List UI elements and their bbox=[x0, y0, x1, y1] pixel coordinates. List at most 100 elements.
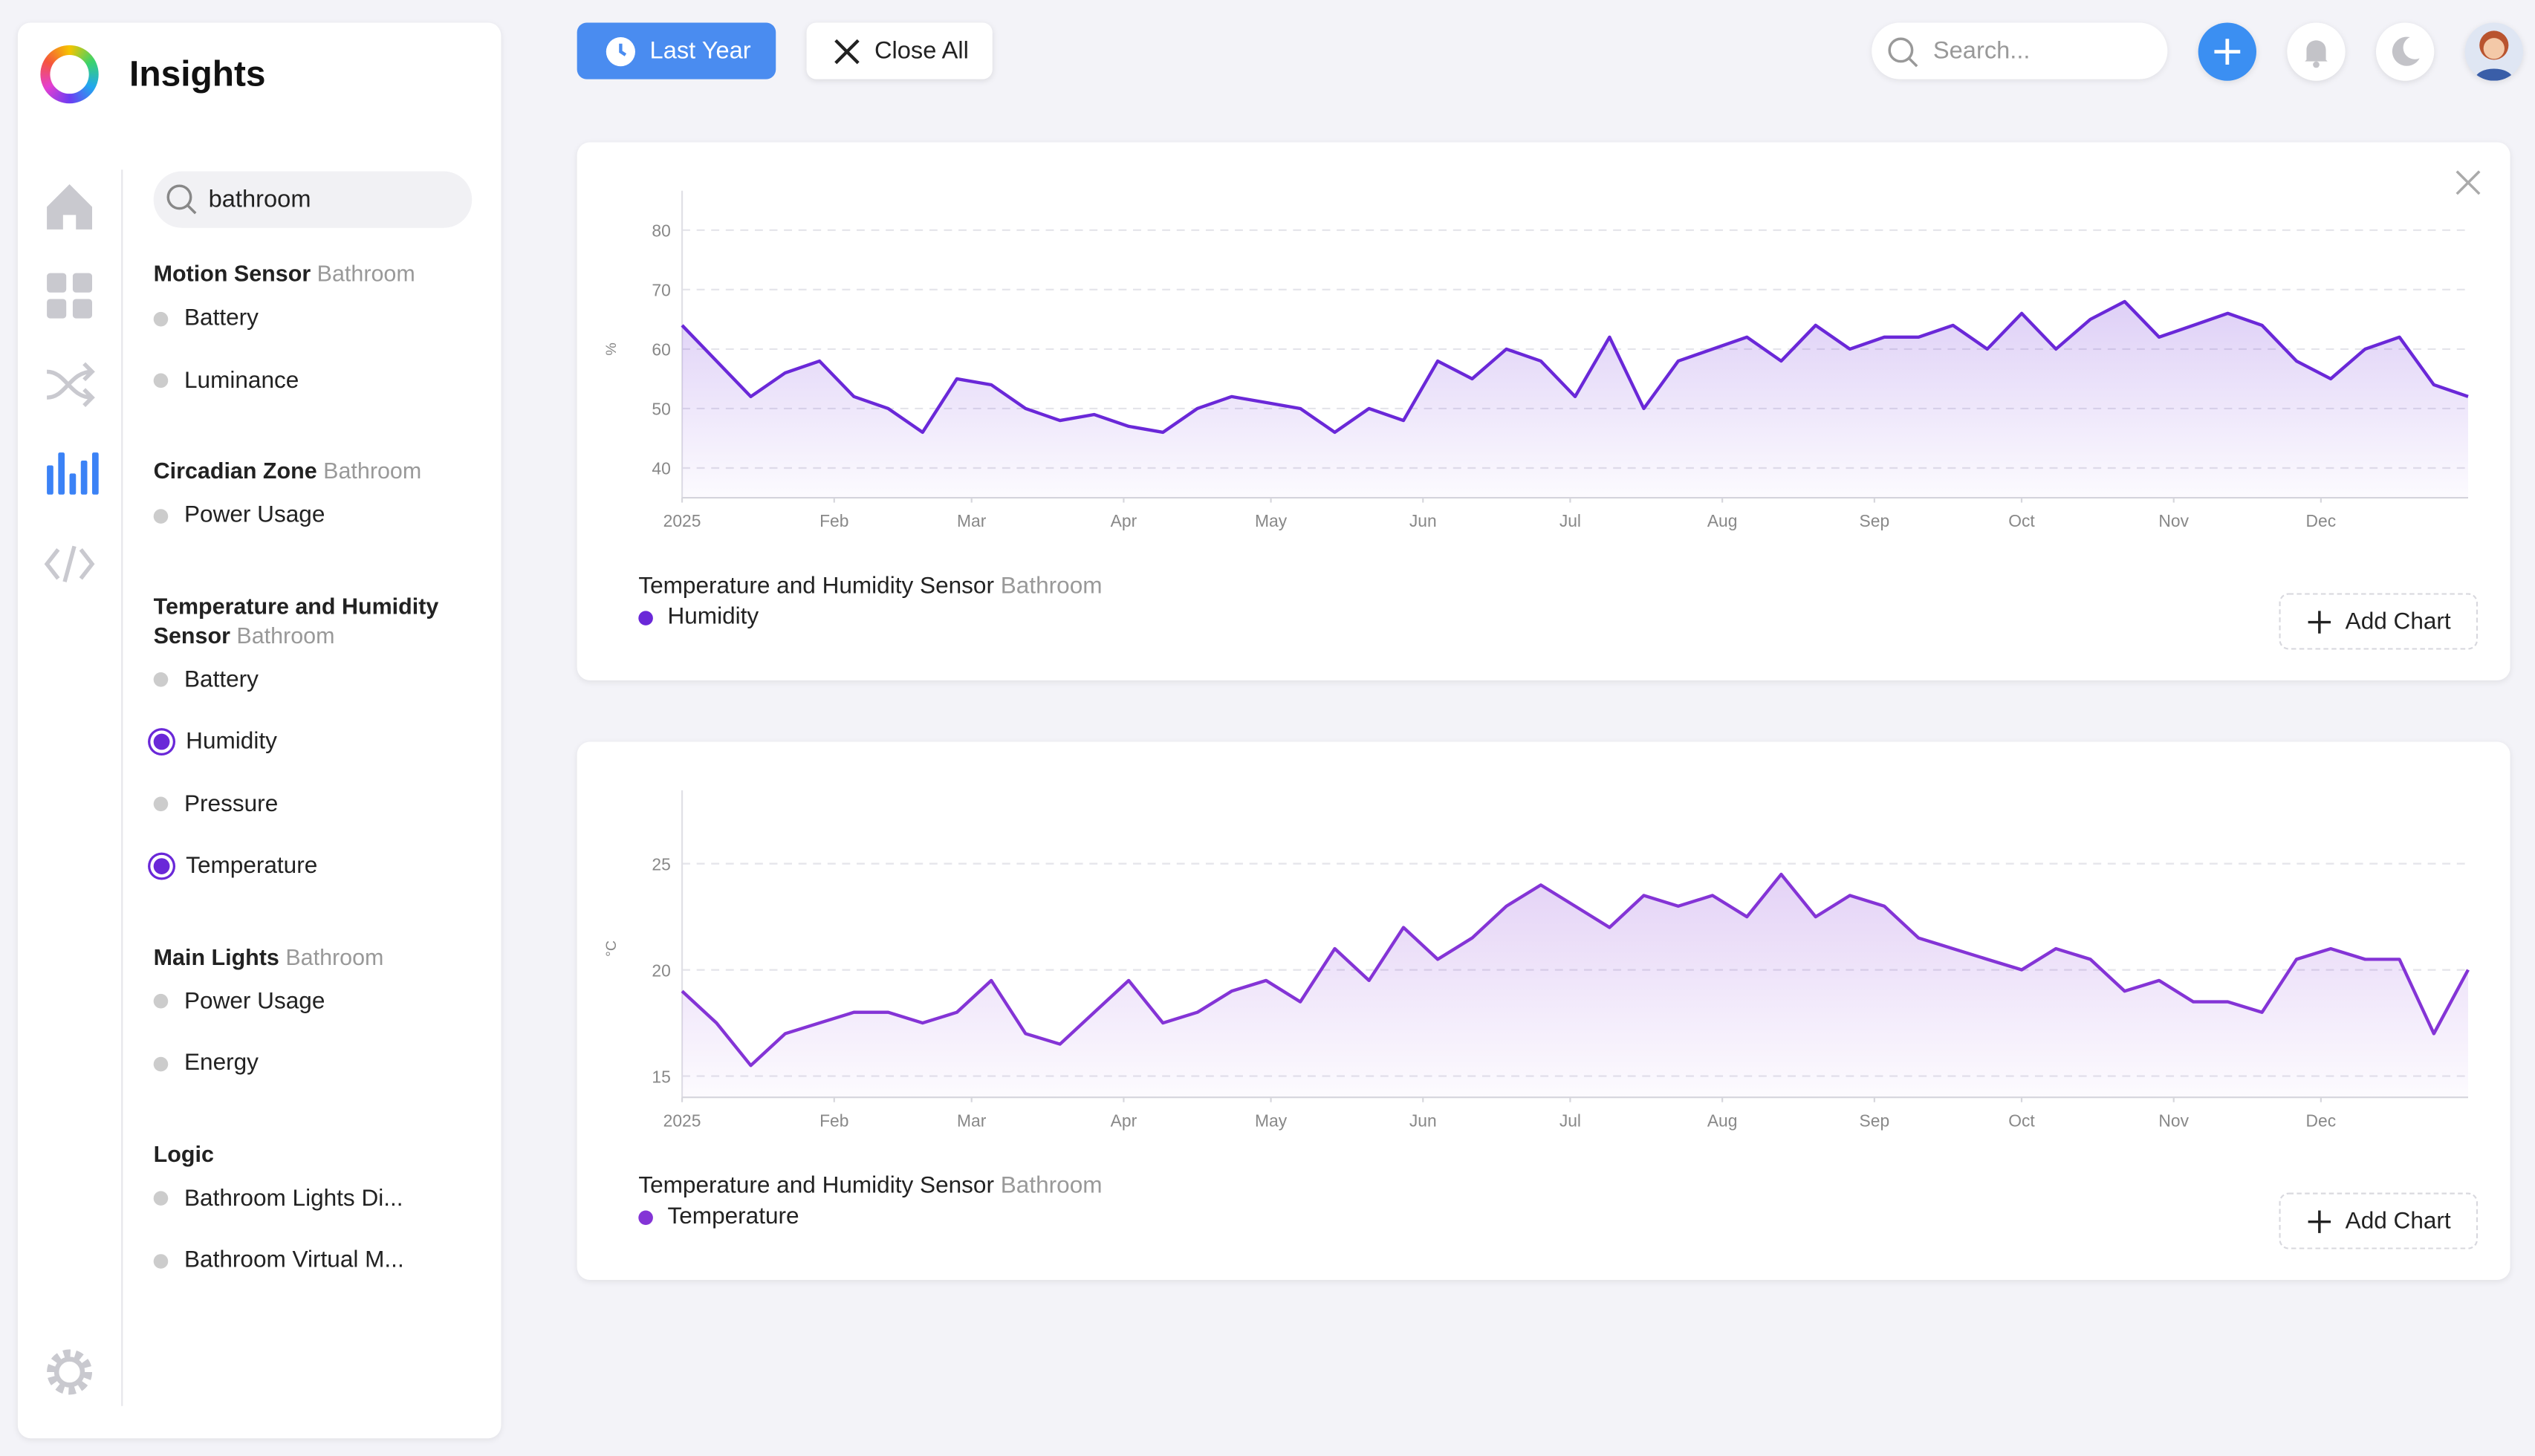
y-tick-label: 20 bbox=[652, 961, 670, 980]
avatar[interactable] bbox=[2464, 22, 2523, 81]
x-tick-label: 2025 bbox=[663, 1111, 701, 1130]
theme-button[interactable] bbox=[2375, 22, 2435, 81]
group-header: Motion Sensor Bathroom bbox=[154, 259, 469, 287]
group-name: Main Lights bbox=[153, 943, 279, 969]
x-tick-label: Mar bbox=[957, 511, 987, 530]
x-tick-label: May bbox=[1255, 1111, 1288, 1130]
source-location: Bathroom bbox=[1000, 1173, 1103, 1200]
x-tick-label: Apr bbox=[1111, 511, 1137, 530]
x-tick-label: Jul bbox=[1559, 1111, 1581, 1130]
area bbox=[682, 874, 2468, 1098]
plus-shape bbox=[2308, 1209, 2331, 1232]
search-placeholder: Search... bbox=[1932, 37, 2031, 65]
chart-card: 40 50 60 70 80 2025 Feb Mar Apr May Jun Jul Aug Sep Oc… bbox=[577, 142, 2510, 680]
plus-icon bbox=[2308, 1209, 2331, 1232]
entity-item[interactable]: Battery bbox=[153, 287, 469, 350]
add-chart-button[interactable]: Add Chart bbox=[2279, 1192, 2479, 1249]
dashboard-icon[interactable] bbox=[47, 273, 93, 319]
x-tick-label: Oct bbox=[2008, 511, 2035, 530]
shuffle-icon[interactable] bbox=[46, 362, 95, 407]
group-header: Temperature and Humidity Sensor Bathroom bbox=[154, 591, 469, 649]
item-dot bbox=[153, 374, 169, 389]
item-dot bbox=[153, 508, 169, 524]
legend-item: Temperature bbox=[638, 1204, 799, 1230]
notifications-button[interactable] bbox=[2287, 22, 2346, 81]
add-chart-button[interactable]: Add Chart bbox=[2279, 593, 2479, 650]
logo bbox=[40, 45, 99, 104]
item-label: Energy bbox=[184, 1050, 259, 1077]
item-label: Bathroom Lights Di... bbox=[184, 1186, 403, 1212]
close-chart-button[interactable] bbox=[2453, 168, 2482, 197]
item-dot bbox=[153, 672, 169, 688]
entity-item[interactable]: Humidity bbox=[153, 711, 469, 773]
area bbox=[682, 301, 2468, 498]
y-tick-label: 70 bbox=[652, 281, 670, 300]
entity-item[interactable]: Power Usage bbox=[153, 970, 469, 1033]
add-button[interactable] bbox=[2198, 22, 2256, 81]
entity-group: Main Lights Bathroom Power Usage Energy bbox=[153, 941, 469, 1095]
chart-source: Temperature and Humidity Sensor Bathroom bbox=[638, 1173, 1102, 1199]
series-line bbox=[681, 299, 2469, 435]
close-all-label: Close All bbox=[874, 37, 969, 65]
code-icon[interactable] bbox=[44, 545, 95, 582]
source-name: Temperature and Humidity Sensor bbox=[638, 1173, 995, 1200]
entity-item[interactable]: Bathroom Lights Di... bbox=[153, 1168, 469, 1230]
item-label: Power Usage bbox=[184, 988, 325, 1015]
entity-item[interactable]: Pressure bbox=[153, 773, 469, 836]
sidebar-search[interactable]: bathroom bbox=[153, 171, 473, 228]
divider bbox=[121, 169, 123, 1406]
y-tick-label: 15 bbox=[652, 1067, 670, 1086]
entity-item[interactable]: Luminance bbox=[153, 350, 469, 412]
source-location: Bathroom bbox=[1000, 573, 1103, 600]
selected-indicator bbox=[153, 858, 170, 875]
x-tick-label: Nov bbox=[2158, 1111, 2189, 1130]
search-icon bbox=[1888, 36, 1918, 67]
range-button[interactable]: Last Year bbox=[577, 22, 776, 79]
x-tick-label: Jun bbox=[1409, 511, 1437, 530]
x-tick-label: Jun bbox=[1409, 1111, 1437, 1130]
legend-label: Temperature bbox=[667, 1203, 799, 1230]
x-tick-label: Oct bbox=[2008, 1111, 2035, 1130]
entity-group: Logic Bathroom Lights Di... Bathroom Virtu… bbox=[153, 1139, 469, 1293]
search-text: bathroom bbox=[208, 186, 311, 214]
global-search[interactable]: Search... bbox=[1872, 22, 2168, 79]
plus-shape bbox=[2308, 610, 2331, 633]
clock-icon bbox=[606, 36, 635, 66]
group-name: Logic bbox=[153, 1140, 214, 1166]
settings-icon[interactable] bbox=[47, 1349, 93, 1395]
group-header: Circadian Zone Bathroom bbox=[154, 455, 469, 484]
entity-group: Circadian Zone Bathroom Power Usage bbox=[153, 455, 469, 547]
group-location: Bathroom bbox=[236, 621, 335, 648]
x-tick-label: Mar bbox=[957, 1111, 987, 1130]
item-dot bbox=[153, 1056, 169, 1071]
item-label: Battery bbox=[184, 305, 259, 332]
x-tick-label: Sep bbox=[1860, 1111, 1890, 1130]
x-tick-label: Dec bbox=[2306, 511, 2337, 530]
x-tick-label: Feb bbox=[819, 511, 848, 530]
home-icon[interactable] bbox=[47, 184, 93, 230]
x-tick-label: May bbox=[1255, 511, 1288, 530]
close-all-button[interactable]: Close All bbox=[806, 22, 993, 79]
entity-item[interactable]: Temperature bbox=[153, 836, 469, 898]
y-tick-label: 25 bbox=[652, 854, 670, 874]
y-axis-label: % bbox=[603, 342, 620, 355]
range-label: Last Year bbox=[649, 37, 751, 65]
group-location: Bathroom bbox=[285, 943, 384, 969]
entity-item[interactable]: Bathroom Virtual M... bbox=[153, 1230, 469, 1293]
y-tick-label: 60 bbox=[652, 340, 670, 360]
item-dot bbox=[153, 311, 169, 326]
item-label: Pressure bbox=[184, 791, 279, 818]
insights-icon[interactable] bbox=[47, 452, 99, 495]
legend-swatch bbox=[638, 1209, 653, 1224]
app-title: Insights bbox=[129, 53, 266, 94]
entity-item[interactable]: Battery bbox=[153, 649, 469, 711]
sidebar: Insights bathroom bbox=[17, 22, 502, 1439]
group-location: Bathroom bbox=[323, 457, 422, 484]
search-icon bbox=[166, 184, 197, 215]
entity-item[interactable]: Power Usage bbox=[153, 485, 469, 547]
x-tick-label: Aug bbox=[1707, 511, 1738, 530]
source-name: Temperature and Humidity Sensor bbox=[638, 573, 995, 600]
group-location: Bathroom bbox=[317, 260, 415, 287]
entity-item[interactable]: Energy bbox=[153, 1033, 469, 1095]
